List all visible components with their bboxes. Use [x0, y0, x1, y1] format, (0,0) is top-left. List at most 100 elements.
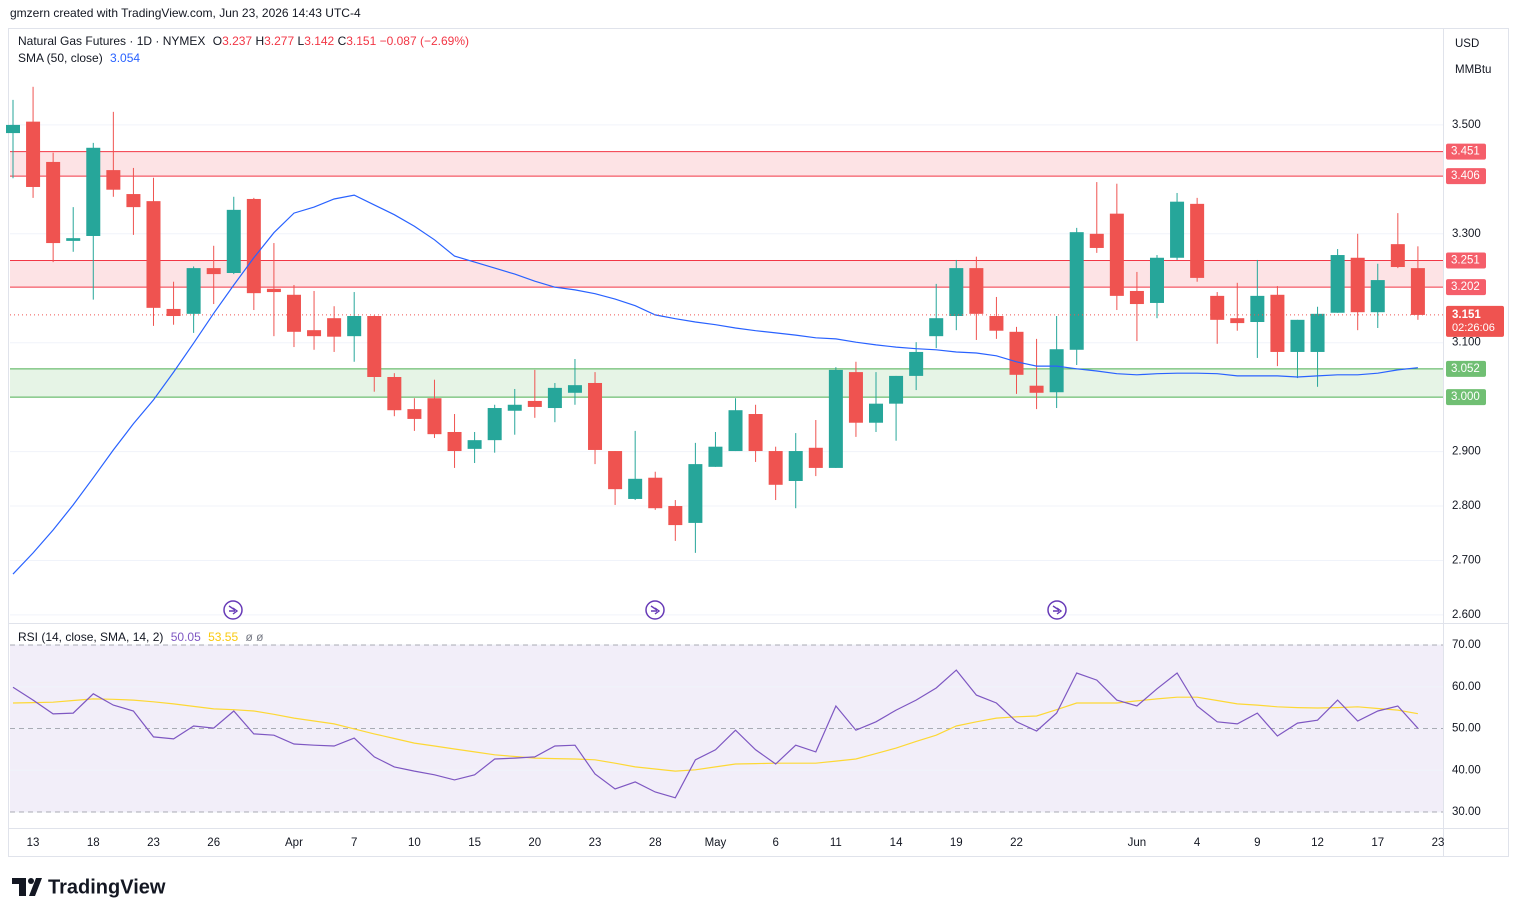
- zone-label: 3.052: [1451, 363, 1480, 375]
- candle-body: [1350, 257, 1365, 313]
- zone-label-box: [1446, 389, 1486, 406]
- legend-value: 50.05: [171, 630, 201, 644]
- candle-body: [186, 268, 201, 314]
- candle-body: [146, 201, 161, 308]
- candle-body: [648, 477, 663, 509]
- candle-body: [668, 506, 683, 526]
- candle-body: [608, 451, 623, 490]
- y-tick-label: 3.100: [1452, 337, 1481, 349]
- candle-body: [1230, 318, 1245, 324]
- y-tick-label: 3.300: [1452, 228, 1481, 240]
- candle-body: [327, 318, 342, 337]
- candle-body: [166, 308, 181, 317]
- candle-body: [427, 398, 442, 435]
- x-tick-label: 15: [468, 837, 481, 849]
- legend-rsi: RSI (14, close, SMA, 14, 2) 50.05 53.55 …: [18, 630, 264, 644]
- x-tick-label: 28: [649, 837, 662, 849]
- candle-body: [1190, 203, 1205, 278]
- candle-body: [1310, 313, 1325, 352]
- candle-body: [387, 376, 402, 411]
- candle-body: [246, 198, 261, 294]
- candle-body: [206, 268, 221, 275]
- zone-label: 3.406: [1451, 170, 1480, 182]
- zone-label: 3.451: [1451, 146, 1480, 158]
- logo-dot: [28, 878, 34, 884]
- candle-body: [969, 268, 984, 314]
- x-tick-label: 11: [830, 837, 842, 849]
- event-icon[interactable]: [645, 600, 665, 620]
- zone-label-box: [1446, 168, 1486, 185]
- x-tick-label: 23: [1432, 837, 1445, 849]
- y-tick-label: 2.800: [1452, 500, 1481, 512]
- candle-body: [347, 316, 362, 337]
- candle-body: [126, 194, 141, 208]
- zone: [10, 260, 1443, 288]
- candle-body: [6, 124, 20, 134]
- candle-body: [1390, 244, 1405, 268]
- candle-body: [1210, 295, 1225, 320]
- candle-body: [909, 351, 924, 376]
- candle-body: [989, 316, 1004, 331]
- candle-body: [367, 316, 382, 377]
- zone-label-box: [1446, 143, 1486, 160]
- x-tick-label: 6: [772, 837, 778, 849]
- event-circle: [645, 600, 665, 620]
- candle-body: [547, 387, 562, 409]
- candle-body: [487, 408, 502, 441]
- candle-body: [527, 400, 542, 407]
- candle-body: [1029, 385, 1044, 393]
- legend-sma: SMA (50, close) 3.054: [18, 51, 140, 65]
- y-tick-label: 3.500: [1452, 119, 1481, 131]
- ohlc-value: 3.151: [346, 34, 376, 48]
- candle-body: [588, 382, 603, 450]
- event-arrow: [228, 605, 239, 615]
- labels: 13 18 23 26 Apr 7 10 15 20 23 28 May 6 11 14 19 22 Jun 4 9 1…: [27, 119, 1504, 849]
- x-tick-label: 19: [950, 837, 963, 849]
- candle-body: [106, 170, 121, 190]
- event-icon[interactable]: [223, 600, 243, 620]
- x-tick-label: 26: [207, 837, 220, 849]
- candle-body: [708, 446, 723, 467]
- candle-body: [46, 161, 61, 244]
- candle-body: [728, 410, 743, 452]
- candle-body: [949, 268, 964, 317]
- y-tick-label: 2.600: [1452, 609, 1481, 621]
- zone-label: 3.202: [1451, 281, 1480, 293]
- x-tick-label: 12: [1311, 837, 1324, 849]
- frame: [8, 28, 1509, 857]
- candle-body: [889, 375, 904, 404]
- candle-body: [929, 318, 944, 337]
- y-tick-label: 70.00: [1452, 639, 1481, 651]
- x-tick-label: 18: [87, 837, 100, 849]
- legend-value: 53.55: [208, 630, 238, 644]
- ohlc-key: H: [255, 34, 264, 48]
- candle-body: [1250, 295, 1265, 323]
- sma-line: [12, 194, 1418, 575]
- candle-body: [1410, 268, 1425, 315]
- x-tick-label: 14: [890, 837, 903, 849]
- candle-body: [1009, 331, 1024, 375]
- candle-body: [869, 403, 884, 423]
- legend-entry: SMA (50, close): [18, 51, 103, 65]
- candle-body: [628, 478, 643, 499]
- zone-label-box: [1446, 360, 1486, 377]
- event-circle: [1047, 600, 1067, 620]
- x-tick-label: 13: [27, 837, 40, 849]
- candle-body: [848, 372, 863, 423]
- last-price-label: 3.151: [1452, 309, 1481, 321]
- ohlc-value: 3.277: [264, 34, 294, 48]
- candle-body: [1129, 290, 1144, 305]
- candle-body: [1089, 233, 1104, 248]
- ohlc-key: O: [213, 34, 222, 48]
- x-tick-label: 23: [589, 837, 602, 849]
- y-tick-label: 2.700: [1452, 555, 1481, 567]
- rsi-line: [12, 696, 1419, 772]
- x-tick-label: 22: [1010, 837, 1023, 849]
- candle-body: [1049, 349, 1064, 393]
- candle-body: [286, 294, 301, 332]
- x-tick-label: Apr: [285, 837, 303, 849]
- candle-body: [1290, 319, 1305, 352]
- event-icon[interactable]: [1047, 600, 1067, 620]
- y-tick-label: 40.00: [1452, 764, 1481, 776]
